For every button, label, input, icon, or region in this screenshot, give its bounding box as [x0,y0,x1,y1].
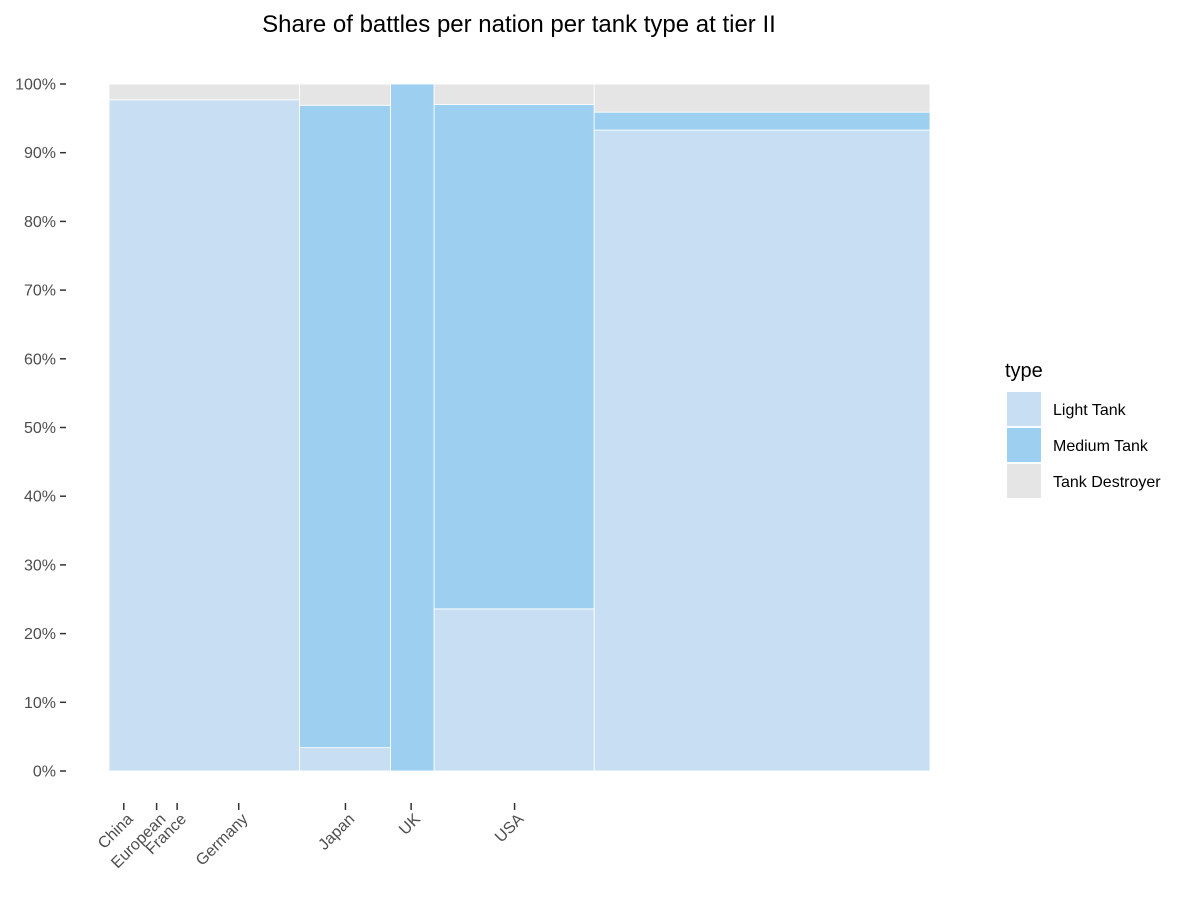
legend-swatch-tank-destroyer [1007,464,1041,498]
y-tick-label: 0% [33,764,56,781]
bar-col5-medium-tank [593,111,931,131]
legend-label-light-tank: Light Tank [1053,402,1127,419]
bar-col1-light-tank [108,99,300,772]
legend-label-tank-destroyer: Tank Destroyer [1053,474,1161,491]
y-tick-label: 100% [15,77,56,94]
bar-col2-light-tank [299,747,392,772]
y-tick-label: 30% [24,557,56,574]
y-tick-label: 40% [24,489,56,506]
y-tick-label: 20% [24,626,56,643]
x-tick-label-uk: UK [396,811,424,839]
plot-area [108,83,931,772]
y-tick-label: 70% [24,283,56,300]
y-tick-label: 10% [24,695,56,712]
bar-col1-tank-destroyer [108,83,300,101]
bar-col4-tank-destroyer [433,83,595,106]
legend-swatch-light-tank [1007,392,1041,426]
y-axis: 0% 10% 20% 30% 40% 50% 60% 70% 80% 90% 100% [15,77,66,781]
y-tick-label: 50% [24,420,56,437]
y-tick-label: 90% [24,145,56,162]
x-tick-label-germany: Germany [193,811,252,870]
bar-col4-medium-tank [433,104,595,610]
legend-title: type [1005,360,1043,382]
legend: type Light Tank Medium Tank Tank Destroyer [1005,360,1161,498]
bar-col2-tank-destroyer [299,83,392,106]
chart-title: Share of battles per nation per tank typ… [262,11,776,38]
bar-col4-light-tank [433,608,595,772]
bar-col3-medium-tank [390,83,435,772]
y-tick-label: 80% [24,214,56,231]
x-tick-label-japan: Japan [315,811,358,854]
x-tick-label-usa: USA [492,811,528,847]
bar-col5-tank-destroyer [593,83,931,113]
legend-swatch-medium-tank [1007,428,1041,462]
legend-label-medium-tank: Medium Tank [1053,438,1149,455]
y-tick-label: 60% [24,351,56,368]
bar-col5-light-tank [593,129,931,772]
bar-col2-medium-tank [299,104,392,749]
